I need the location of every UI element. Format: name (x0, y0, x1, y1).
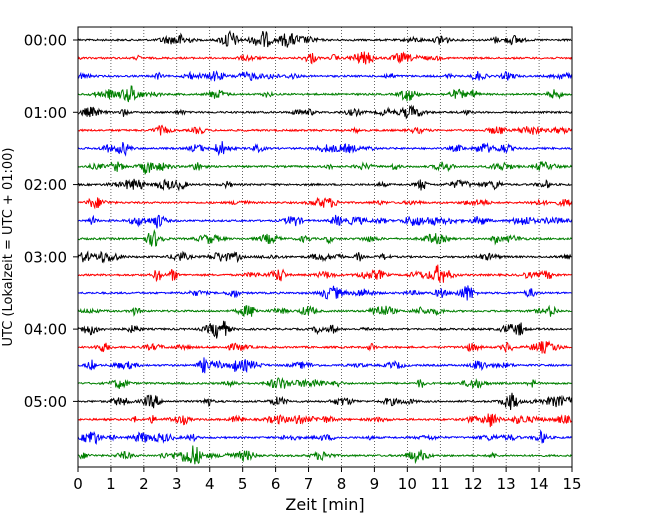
seismogram-trace (77, 196, 572, 210)
seismogram-trace (77, 264, 572, 283)
y-tick-label: 05:00 (24, 393, 67, 411)
seismogram-trace (77, 392, 572, 411)
x-tick-label: 0 (73, 475, 83, 493)
seismogram-trace (77, 340, 572, 354)
seismogram-trace (77, 445, 572, 465)
x-tick-label: 15 (562, 475, 581, 493)
seismogram-trace (77, 161, 572, 175)
seismogram-trace (77, 429, 572, 445)
seismogram-trace (77, 377, 572, 390)
plot-frame (77, 26, 573, 468)
x-axis-ticks: 0 1 2 3 4 5 6 7 8 9 10 11 12 13 14 15 (73, 467, 582, 493)
x-tick-label: 13 (497, 475, 516, 493)
y-tick-label: 00:00 (24, 32, 67, 50)
seismogram-trace (77, 320, 572, 339)
x-tick-label: 1 (106, 475, 116, 493)
x-tick-label: 3 (172, 475, 182, 493)
y-tick-label: 01:00 (24, 104, 67, 122)
y-tick-label: 02:00 (24, 176, 67, 194)
x-tick-label: 7 (304, 475, 314, 493)
seismogram-trace (77, 178, 572, 192)
x-tick-label: 10 (398, 475, 417, 493)
seismogram-trace (77, 357, 572, 374)
grid-lines (110, 27, 540, 467)
seismogram-trace (77, 124, 572, 136)
seismogram-trace (77, 413, 572, 428)
seismogram-trace (77, 104, 572, 120)
seismogram-trace (77, 141, 572, 157)
x-tick-label: 14 (530, 475, 549, 493)
y-axis-label: UTC (Lokalzeit = UTC + 01:00) (1, 148, 16, 347)
y-axis-ticks: 00:00 01:00 02:00 03:00 04:00 05:00 (24, 32, 78, 411)
y-tick-label: 03:00 (24, 248, 67, 266)
x-tick-label: 2 (139, 475, 149, 493)
y-tick-label: 04:00 (24, 321, 67, 339)
seismogram-trace (77, 70, 572, 82)
seismogram-trace (77, 51, 572, 65)
x-axis-label: Zeit [min] (285, 495, 364, 514)
seismogram-trace (77, 228, 572, 247)
seismogram-trace (77, 285, 572, 301)
seismogram-traces (77, 30, 572, 465)
x-tick-label: 12 (464, 475, 483, 493)
seismogram-trace (77, 214, 572, 229)
x-tick-label: 8 (337, 475, 347, 493)
seismogram-trace (77, 304, 572, 318)
x-tick-label: 4 (205, 475, 215, 493)
seismogram-trace (77, 250, 572, 264)
x-tick-label: 11 (431, 475, 450, 493)
seismogram-trace (77, 30, 572, 48)
x-tick-label: 9 (370, 475, 380, 493)
x-tick-label: 6 (271, 475, 281, 493)
x-tick-label: 5 (238, 475, 248, 493)
seismogram-trace (77, 85, 572, 103)
